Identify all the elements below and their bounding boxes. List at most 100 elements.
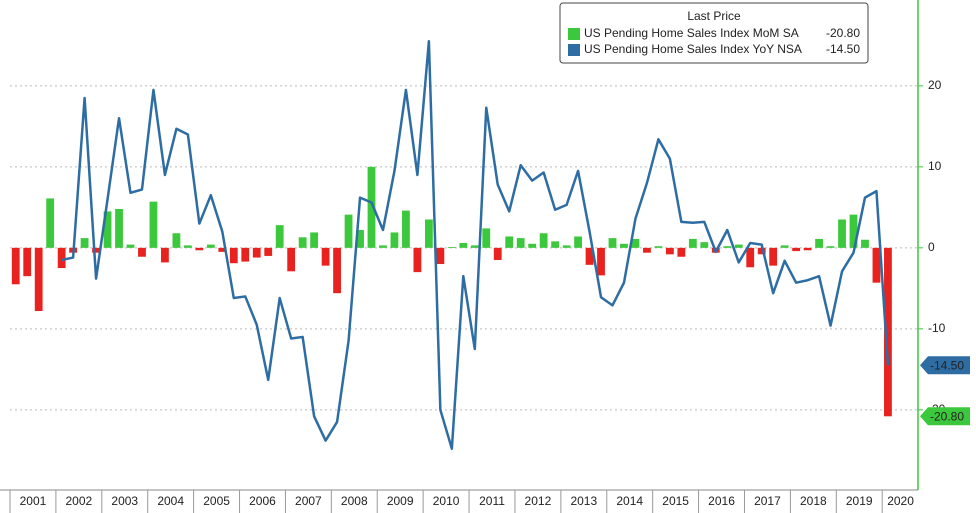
bar — [608, 238, 617, 248]
bar — [838, 219, 846, 248]
legend-value: -14.50 — [826, 42, 860, 56]
x-tick-label: 2016 — [708, 494, 735, 508]
x-tick-label: 2003 — [111, 494, 138, 508]
bar — [459, 242, 468, 248]
x-tick-label: 2007 — [295, 494, 322, 508]
bar — [264, 247, 273, 256]
bar — [436, 247, 445, 265]
bar — [298, 237, 307, 248]
bar — [413, 247, 422, 273]
bar — [700, 242, 709, 248]
y-tick-label: -10 — [928, 321, 946, 335]
bar — [643, 247, 651, 253]
x-tick-label: 2012 — [525, 494, 552, 508]
bar — [861, 239, 869, 248]
bar — [884, 247, 892, 417]
bar — [815, 238, 823, 248]
x-tick-label: 2015 — [662, 494, 689, 508]
x-tick-label: 2017 — [754, 494, 781, 508]
x-tick-label: 2018 — [800, 494, 827, 508]
bar — [734, 244, 743, 248]
bar — [287, 247, 296, 272]
bar — [585, 247, 594, 265]
bar — [780, 245, 789, 248]
bar — [528, 243, 537, 248]
line — [61, 40, 890, 450]
bar — [620, 243, 628, 248]
bar — [379, 245, 387, 248]
bar — [574, 236, 582, 248]
x-tick-label: 2002 — [66, 494, 93, 508]
legend-title: Last Price — [687, 9, 741, 23]
bar — [390, 232, 399, 248]
x-tick-label: 2005 — [203, 494, 230, 508]
x-tick-label: 2008 — [341, 494, 368, 508]
bar — [849, 214, 858, 248]
bar — [677, 247, 686, 257]
bar — [34, 247, 43, 312]
bar — [688, 238, 697, 248]
value-badge — [920, 356, 970, 375]
bar — [402, 210, 410, 248]
x-tick-label: 2011 — [479, 494, 505, 508]
bar — [654, 246, 663, 248]
bar — [333, 247, 341, 294]
bar — [597, 247, 605, 276]
bar — [310, 232, 319, 248]
bar — [723, 246, 732, 248]
bar — [11, 247, 20, 285]
x-tick-label: 2019 — [846, 494, 873, 508]
bar — [183, 245, 192, 248]
bar — [218, 247, 227, 252]
bar — [665, 247, 674, 255]
x-tick-label: 2010 — [433, 494, 460, 508]
x-tick-label: 2014 — [616, 494, 643, 508]
bar — [356, 230, 364, 248]
bar — [803, 247, 812, 251]
bar — [80, 238, 89, 248]
bar — [631, 238, 640, 248]
bar — [275, 225, 284, 248]
legend-label: US Pending Home Sales Index MoM SA — [584, 26, 799, 40]
y-tick-label: 20 — [928, 78, 942, 92]
bar — [344, 214, 353, 248]
bar — [757, 247, 766, 255]
bar — [195, 247, 204, 251]
bar — [103, 211, 112, 248]
legend-box — [559, 2, 869, 64]
bar — [149, 201, 158, 248]
bar — [493, 247, 502, 260]
bar — [551, 241, 560, 248]
bar — [872, 247, 881, 283]
bar — [206, 244, 215, 248]
x-tick-label: 2001 — [20, 494, 47, 508]
value-label: -20.80 — [930, 409, 964, 423]
bar — [46, 198, 55, 248]
bar — [138, 247, 146, 257]
x-tick-label: 2020 — [887, 494, 914, 508]
bar — [23, 247, 32, 277]
x-tick-label: 2006 — [249, 494, 276, 508]
bar — [229, 247, 238, 264]
value-badge — [920, 407, 970, 426]
legend-value: -20.80 — [826, 26, 860, 40]
bar — [516, 238, 525, 248]
bar — [321, 247, 330, 266]
bar — [161, 247, 169, 263]
bar — [746, 247, 755, 268]
bar — [562, 245, 571, 248]
y-tick-label: 10 — [928, 159, 942, 173]
x-tick-label: 2013 — [570, 494, 597, 508]
bar — [367, 166, 376, 248]
bar — [505, 236, 514, 248]
bar — [57, 247, 66, 269]
value-label: -14.50 — [930, 358, 964, 372]
x-tick-label: 2004 — [157, 494, 184, 508]
bar — [252, 247, 261, 258]
bar — [470, 245, 479, 248]
y-tick-label: 0 — [928, 240, 935, 254]
legend-label: US Pending Home Sales Index YoY NSA — [584, 42, 802, 56]
bar — [826, 246, 835, 248]
bar — [539, 233, 548, 248]
